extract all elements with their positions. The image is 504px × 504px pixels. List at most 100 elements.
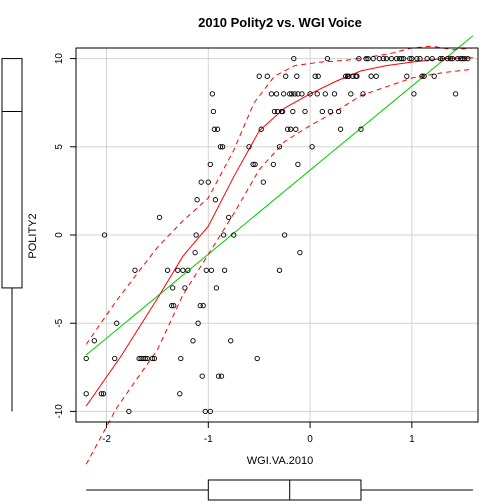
data-point [226, 214, 232, 221]
data-point [281, 232, 288, 238]
data-point [149, 355, 155, 362]
data-point [409, 55, 415, 62]
x-box [207, 479, 362, 501]
data-point [319, 108, 325, 115]
data-point [231, 232, 237, 238]
data-point [291, 55, 297, 62]
data-point [180, 267, 186, 273]
data-point [280, 91, 287, 97]
data-point [292, 91, 298, 97]
data-point [218, 373, 225, 379]
data-point [307, 91, 313, 97]
smooth-fit-line [85, 57, 473, 407]
data-point [207, 161, 213, 168]
data-point [368, 73, 374, 79]
x-tick-label: -2 [102, 434, 111, 445]
data-point [429, 55, 435, 62]
data-point [290, 108, 296, 115]
data-point [348, 91, 354, 97]
x-tick-label: 0 [307, 434, 313, 445]
data-point [285, 126, 291, 132]
data-point [112, 355, 118, 362]
data-point [252, 161, 258, 168]
data-point [185, 267, 191, 273]
data-point [170, 285, 176, 291]
data-point [419, 73, 425, 79]
y-tick-label: 10 [54, 53, 65, 65]
data-point [212, 197, 219, 203]
data-point [264, 73, 270, 79]
data-point [383, 55, 390, 62]
data-point [100, 391, 107, 397]
chart-title: 2010 Polity2 vs. WGI Voice [198, 15, 362, 30]
data-point [256, 73, 262, 79]
data-point [388, 55, 395, 62]
data-point [370, 55, 376, 62]
data-point [297, 249, 303, 256]
data-point [460, 55, 466, 62]
x-axis-label: WGI.VA.2010 [247, 455, 313, 467]
linear-fit-line [85, 35, 474, 356]
data-point [360, 91, 366, 97]
data-point [452, 91, 459, 97]
x-tick-label: 1 [409, 434, 415, 445]
y-marginal-boxplot [1, 58, 23, 412]
data-point [197, 302, 203, 309]
data-point [200, 302, 206, 309]
y-tick-label: 5 [54, 144, 65, 150]
data-point [454, 55, 461, 62]
smooth-upper-band [85, 45, 473, 345]
y-axis: -10 -5 0 5 10 [54, 53, 77, 419]
data-point [465, 55, 471, 62]
data-point [199, 373, 205, 379]
data-point [439, 55, 446, 62]
data-point [144, 355, 150, 362]
data-point [399, 55, 405, 62]
data-point [151, 355, 158, 362]
data-point [295, 161, 301, 168]
data-point [182, 285, 188, 291]
data-point [260, 179, 266, 185]
data-point [209, 91, 216, 97]
data-point [258, 126, 264, 132]
x-tick-label: -1 [204, 434, 213, 445]
y-tick-label: -10 [54, 404, 65, 419]
data-point [288, 126, 294, 132]
y-tick-label: -5 [54, 318, 65, 327]
x-marginal-boxplot [86, 479, 473, 501]
data-point [302, 108, 308, 115]
data-point [312, 73, 318, 79]
data-point [91, 338, 97, 344]
data-point [98, 391, 105, 397]
data-point [178, 355, 184, 362]
data-point [411, 91, 417, 97]
data-point [276, 144, 283, 150]
data-point [271, 108, 278, 115]
data-point [380, 55, 387, 62]
data-point [414, 55, 420, 62]
data-point [214, 126, 221, 132]
data-point [228, 338, 234, 344]
data-point [407, 55, 413, 62]
smooth-lower-band [85, 68, 473, 465]
data-point [354, 73, 360, 79]
data-point [169, 302, 175, 309]
data-point [283, 73, 289, 79]
data-point [211, 126, 218, 132]
data-point [315, 73, 321, 79]
data-point [363, 55, 369, 62]
data-point [156, 214, 163, 221]
data-point [373, 73, 379, 79]
data-point [462, 55, 468, 62]
data-point [195, 320, 201, 326]
x-axis: -2 -1 0 1 [102, 421, 415, 445]
data-point [175, 267, 181, 273]
data-point [171, 302, 177, 309]
data-point [365, 55, 371, 62]
data-point [268, 91, 275, 97]
data-point [217, 144, 224, 150]
data-point [401, 55, 407, 62]
data-point [335, 108, 342, 115]
y-axis-label: POLITY2 [27, 213, 39, 258]
data-point [254, 355, 260, 362]
